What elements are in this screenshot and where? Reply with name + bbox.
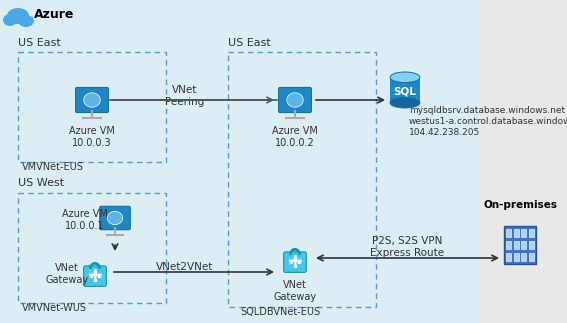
Ellipse shape (287, 93, 303, 107)
Bar (0, 0, 480, 323)
Bar (480, 0, 567, 323)
Bar (521, 241, 526, 249)
Ellipse shape (18, 15, 34, 27)
Text: Azure VM
10.0.0.2: Azure VM 10.0.0.2 (272, 126, 318, 148)
Ellipse shape (7, 8, 29, 24)
Bar (228, 52, 376, 307)
Text: +: + (87, 266, 103, 285)
Text: SQL: SQL (393, 87, 416, 97)
Text: On-premises: On-premises (483, 200, 557, 210)
Bar (18, 193, 166, 303)
Ellipse shape (390, 72, 420, 82)
Bar (390, 77, 420, 103)
FancyBboxPatch shape (75, 88, 108, 112)
Text: mysqldbsrv.database.windows.net: mysqldbsrv.database.windows.net (409, 106, 565, 115)
Text: +: + (287, 252, 303, 271)
Text: Azure: Azure (34, 7, 74, 20)
Bar (506, 253, 511, 261)
Ellipse shape (390, 98, 420, 108)
Bar (18, 52, 166, 162)
Text: VNet
Gateway: VNet Gateway (273, 280, 316, 302)
FancyBboxPatch shape (278, 88, 311, 112)
Bar (514, 241, 518, 249)
FancyBboxPatch shape (100, 206, 130, 230)
FancyBboxPatch shape (284, 252, 306, 272)
Text: US West: US West (18, 178, 64, 188)
Text: US East: US East (228, 38, 271, 48)
Text: US East: US East (18, 38, 61, 48)
Text: SQLDBVNet-EUS: SQLDBVNet-EUS (240, 307, 320, 317)
Text: Azure VM
10.0.0.1: Azure VM 10.0.0.1 (62, 209, 108, 231)
Bar (528, 229, 534, 237)
Bar (506, 229, 511, 237)
Text: P2S, S2S VPN
Express Route: P2S, S2S VPN Express Route (370, 236, 445, 258)
Ellipse shape (84, 93, 100, 107)
Bar (521, 253, 526, 261)
Text: VNet
Gateway: VNet Gateway (45, 263, 88, 285)
Ellipse shape (107, 211, 122, 224)
Text: westus1-a.control.database.windows.net: westus1-a.control.database.windows.net (409, 117, 567, 126)
Text: VMVNet-WUS: VMVNet-WUS (22, 303, 87, 313)
Bar (521, 229, 526, 237)
Bar (528, 253, 534, 261)
Text: VNet
Peering: VNet Peering (166, 85, 205, 107)
Text: VMVNet-EUS: VMVNet-EUS (22, 162, 84, 172)
Text: Azure VM
10.0.0.3: Azure VM 10.0.0.3 (69, 126, 115, 148)
Ellipse shape (3, 14, 17, 26)
Bar (506, 241, 511, 249)
Text: VNet2VNet: VNet2VNet (156, 262, 214, 272)
Bar (514, 229, 518, 237)
Text: 104.42.238.205: 104.42.238.205 (409, 128, 480, 137)
FancyBboxPatch shape (84, 266, 107, 287)
Bar (528, 241, 534, 249)
Bar (504, 226, 536, 264)
Bar (514, 253, 518, 261)
